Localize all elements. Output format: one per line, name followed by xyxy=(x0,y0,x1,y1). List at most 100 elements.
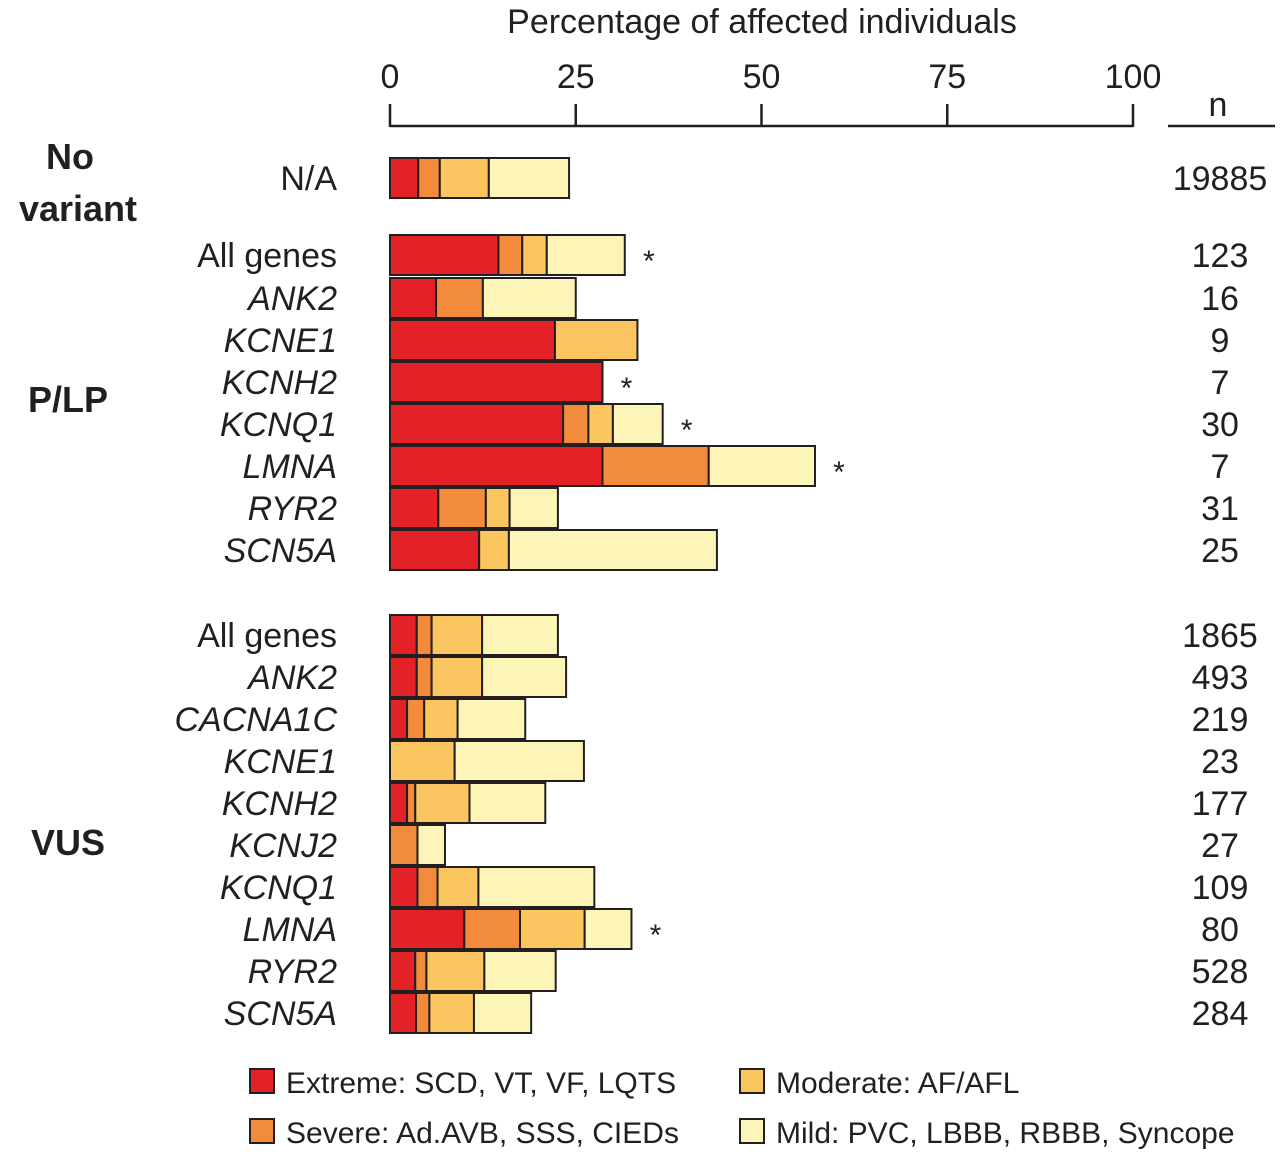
bars: N/A 19885 All genes * 123 ANK2 16 KCNE1 9 KCNH2 * 7… xyxy=(175,157,1267,1034)
n-value: 177 xyxy=(1192,785,1249,823)
significance-star: * xyxy=(650,919,662,952)
bar-segment-moderate xyxy=(553,319,639,361)
bar-segment-severe xyxy=(497,234,524,276)
bar-row: KCNE1 9 xyxy=(224,319,1229,361)
bar-segment-moderate xyxy=(414,782,471,824)
bar-segment-extreme xyxy=(389,866,419,908)
group-label: VUS xyxy=(31,822,105,863)
bar-segment-moderate xyxy=(521,234,548,276)
legend-item: Mild: PVC, LBBB, RBBB, Syncope xyxy=(739,1117,1235,1150)
bar-segment-moderate xyxy=(436,866,480,908)
bar-segment-moderate xyxy=(430,614,484,656)
legend-item: Moderate: AF/AFL xyxy=(739,1067,1019,1100)
n-value: 7 xyxy=(1211,364,1230,402)
bar-segment-extreme xyxy=(389,487,440,529)
bar-segment-mild xyxy=(481,656,568,698)
bar-segment-extreme xyxy=(389,277,438,319)
bar-row: LMNA * 80 xyxy=(243,908,1239,952)
bar-segment-extreme xyxy=(389,698,409,740)
category-label: SCN5A xyxy=(224,532,337,570)
bar-segment-extreme xyxy=(389,361,604,403)
category-label: ANK2 xyxy=(246,659,337,697)
x-axis: 0 25 50 75 100 xyxy=(381,58,1162,128)
category-label: ANK2 xyxy=(246,280,337,318)
bar-segment-extreme xyxy=(389,950,417,992)
category-label: LMNA xyxy=(243,911,337,949)
n-value: 493 xyxy=(1192,659,1249,697)
category-label: CACNA1C xyxy=(175,701,338,739)
bar-row: SCN5A 25 xyxy=(224,529,1239,571)
n-value: 23 xyxy=(1201,743,1239,781)
category-label: N/A xyxy=(280,160,337,198)
bar-segment-mild xyxy=(481,277,577,319)
n-value: 123 xyxy=(1192,237,1249,275)
bar-segment-severe xyxy=(435,277,484,319)
legend-item: Severe: Ad.AVB, SSS, CIEDs xyxy=(249,1117,679,1150)
x-tick-label: 50 xyxy=(743,58,781,96)
group-labels: No variant P/LP VUS xyxy=(19,136,137,863)
bar-row: KCNE1 23 xyxy=(224,740,1239,782)
legend-label: Moderate: AF/AFL xyxy=(776,1067,1019,1100)
bar-segment-severe xyxy=(463,908,522,950)
n-value: 219 xyxy=(1192,701,1249,739)
x-tick-label: 25 xyxy=(557,58,595,96)
bar-segment-severe xyxy=(415,614,433,656)
legend-label: Severe: Ad.AVB, SSS, CIEDs xyxy=(286,1117,679,1150)
legend-item: Extreme: SCD, VT, VF, LQTS xyxy=(249,1067,676,1100)
n-value: 528 xyxy=(1192,953,1249,991)
bar-row: All genes 1865 xyxy=(197,614,1258,656)
bar-row: CACNA1C 219 xyxy=(175,698,1249,740)
n-value: 16 xyxy=(1201,280,1239,318)
significance-star: * xyxy=(643,245,655,278)
group-label: P/LP xyxy=(28,379,108,420)
category-label: KCNE1 xyxy=(224,322,337,360)
bar-segment-extreme xyxy=(389,908,466,950)
n-value: 80 xyxy=(1201,911,1239,949)
bar-segment-moderate xyxy=(423,698,459,740)
bar-segment-severe xyxy=(406,698,426,740)
n-value: 284 xyxy=(1192,995,1249,1033)
bar-segment-extreme xyxy=(389,157,420,199)
bar-segment-mild xyxy=(453,740,585,782)
bar-row: N/A 19885 xyxy=(280,157,1267,199)
bar-segment-moderate xyxy=(587,403,614,445)
category-label: KCNH2 xyxy=(222,785,337,823)
bar-segment-extreme xyxy=(389,782,409,824)
category-label: All genes xyxy=(197,237,337,275)
bar-segment-severe xyxy=(415,656,433,698)
category-label: RYR2 xyxy=(248,490,338,528)
bar-segment-moderate xyxy=(484,487,511,529)
bar-row: KCNH2 177 xyxy=(222,782,1249,824)
legend-swatch xyxy=(249,1118,275,1144)
bar-segment-severe xyxy=(601,445,710,487)
x-axis-title: Percentage of affected individuals xyxy=(507,3,1017,41)
bar-segment-severe xyxy=(562,403,590,445)
bar-segment-severe xyxy=(437,487,487,529)
bar-segment-severe xyxy=(389,824,419,866)
n-value: 7 xyxy=(1211,448,1230,486)
x-tick-label: 0 xyxy=(381,58,400,96)
bar-segment-mild xyxy=(481,614,559,656)
bar-segment-moderate xyxy=(519,908,586,950)
n-value: 31 xyxy=(1201,490,1239,528)
category-label: KCNJ2 xyxy=(229,827,337,865)
n-value: 109 xyxy=(1192,869,1249,907)
significance-star: * xyxy=(621,372,633,405)
x-tick-label: 75 xyxy=(928,58,966,96)
n-value: 30 xyxy=(1201,406,1239,444)
bar-segment-moderate xyxy=(438,157,490,199)
bar-segment-moderate xyxy=(478,529,510,571)
bar-segment-mild xyxy=(508,487,559,529)
x-tick-label: 100 xyxy=(1105,58,1162,96)
category-label: LMNA xyxy=(243,448,337,486)
bar-row: RYR2 31 xyxy=(248,487,1239,529)
bar-row: KCNQ1 109 xyxy=(220,866,1249,908)
legend-swatch xyxy=(739,1118,765,1144)
bar-segment-mild xyxy=(487,157,571,199)
bar-segment-mild xyxy=(416,824,446,866)
bar-row: KCNQ1 * 30 xyxy=(220,403,1239,447)
category-label: KCNE1 xyxy=(224,743,337,781)
bar-segment-severe xyxy=(406,782,417,824)
bar-segment-mild xyxy=(545,234,626,276)
